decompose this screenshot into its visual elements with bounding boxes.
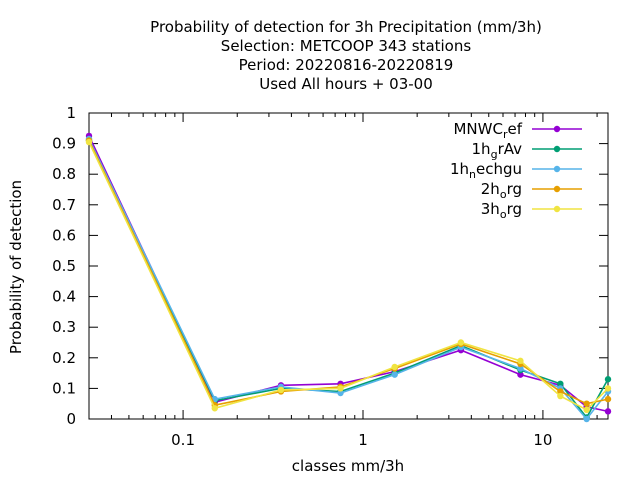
title-line-4: Used All hours + 03-00	[259, 75, 433, 93]
x-tick-label: 1	[358, 431, 368, 449]
data-point	[211, 405, 218, 412]
axis-ticks	[89, 112, 608, 420]
y-tick-label: 0.8	[52, 165, 76, 183]
data-point	[557, 388, 564, 395]
y-tick-label: 0.4	[52, 288, 76, 306]
legend-item: MNWCref	[453, 120, 582, 141]
y-tick-label: 0.5	[52, 257, 76, 275]
legend-marker	[553, 165, 561, 173]
y-tick-label: 0	[66, 410, 76, 428]
series-5	[85, 138, 612, 414]
legend-item: 2horg	[481, 180, 582, 201]
series-4	[85, 137, 612, 409]
data-point	[557, 380, 564, 388]
legend-marker	[553, 145, 561, 153]
data-point	[517, 371, 524, 378]
title-line-1: Probability of detection for 3h Precipit…	[150, 18, 542, 36]
data-point	[277, 386, 285, 394]
legend-marker	[553, 205, 561, 213]
legend-label: 3horg	[481, 200, 522, 221]
data-point	[391, 363, 398, 371]
series-line	[88, 140, 609, 407]
y-axis-label: Probability of detection	[7, 180, 25, 354]
legend-marker	[553, 125, 561, 133]
legend-label: 2horg	[481, 180, 522, 201]
series-line	[88, 140, 609, 419]
axis-tick-labels: 0 0.1 0.2 0.3 0.4 0.5 0.6 0.7 0.8 0.9 1 0.1 1 10	[52, 104, 552, 449]
chart-title: Probability of detection for 3h Precipit…	[150, 18, 542, 93]
legend-item: 1hgrAv	[472, 140, 582, 161]
data-point	[337, 389, 344, 397]
y-tick-label: 0.1	[52, 379, 76, 397]
series-group	[85, 132, 612, 423]
title-line-3: Period: 20220816-20220819	[239, 56, 454, 74]
data-point	[583, 406, 590, 414]
x-axis-label: classes mm/3h	[292, 457, 404, 475]
series-line	[88, 141, 609, 411]
data-point	[557, 392, 564, 400]
data-point	[604, 385, 612, 392]
series-3	[85, 135, 612, 423]
legend-marker	[553, 185, 561, 193]
legend-label: MNWCref	[453, 120, 522, 141]
y-tick-label: 1	[66, 104, 76, 122]
data-point	[583, 400, 590, 407]
data-point	[391, 371, 398, 378]
x-tick-label: 0.1	[171, 431, 195, 449]
legend-label: 1hgrAv	[472, 140, 523, 161]
y-tick-label: 0.9	[52, 135, 76, 153]
data-point	[517, 365, 524, 372]
data-point	[457, 339, 465, 346]
x-tick-label: 10	[533, 431, 552, 449]
y-tick-label: 0.2	[52, 349, 76, 367]
data-point	[337, 385, 344, 392]
data-point	[604, 395, 612, 403]
data-point	[604, 408, 612, 415]
legend-item: 1hnechgu	[450, 160, 582, 181]
data-point	[85, 138, 93, 146]
legend-label: 1hnechgu	[450, 160, 522, 181]
y-tick-label: 0.6	[52, 226, 76, 244]
data-point	[583, 415, 590, 423]
data-point	[604, 376, 612, 383]
y-tick-label: 0.3	[52, 318, 76, 336]
title-line-2: Selection: METCOOP 343 stations	[221, 37, 472, 55]
legend-item: 3horg	[481, 200, 582, 221]
data-point	[517, 357, 524, 365]
y-tick-label: 0.7	[52, 196, 76, 214]
